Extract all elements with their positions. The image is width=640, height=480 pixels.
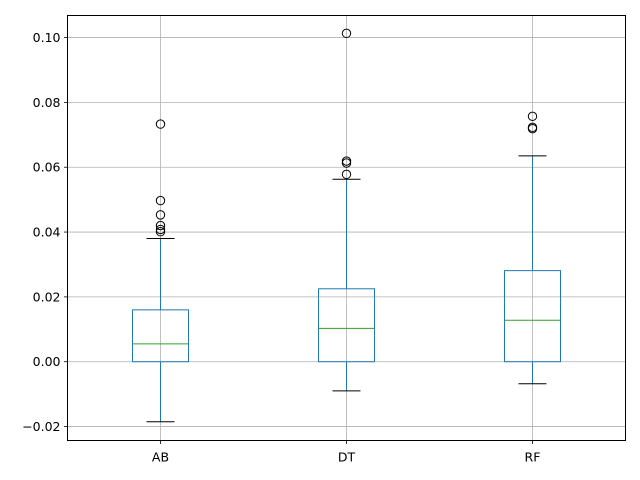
- y-tick-label: 0.02: [33, 289, 61, 304]
- y-tick-label: 0.06: [33, 160, 61, 175]
- outlier-point: [341, 169, 352, 180]
- outlier-point: [527, 111, 538, 122]
- iqr-box: [132, 309, 189, 363]
- outlier-point: [155, 224, 166, 235]
- outlier-point: [341, 156, 352, 166]
- x-tick-label: DT: [338, 450, 356, 465]
- iqr-box: [504, 270, 561, 363]
- outlier-point: [155, 220, 166, 231]
- y-tick-label: 0.10: [33, 30, 61, 45]
- axis-ticks: −0.02 0.00 0.02 0.04 0.06 0.08 0.10 AB DT RF: [22, 30, 540, 464]
- y-tick-label: 0.04: [33, 225, 61, 240]
- outlier-point: [341, 28, 352, 39]
- box-rf: [504, 111, 561, 385]
- box-dt: [318, 28, 375, 392]
- x-tick-label: RF: [525, 450, 541, 465]
- y-tick-label: −0.02: [22, 419, 60, 434]
- y-tick-label: 0.08: [33, 95, 61, 110]
- box-series: [132, 28, 561, 423]
- outlier-point: [527, 122, 538, 133]
- outlier-point: [155, 227, 166, 237]
- iqr-box: [318, 288, 375, 363]
- x-tick-label: AB: [152, 450, 169, 465]
- outlier-point: [155, 119, 166, 129]
- outlier-point: [155, 195, 166, 206]
- y-tick-label: 0.00: [33, 354, 61, 369]
- box-ab: [132, 119, 189, 423]
- outlier-point: [155, 210, 166, 220]
- axes-frame: [67, 15, 626, 441]
